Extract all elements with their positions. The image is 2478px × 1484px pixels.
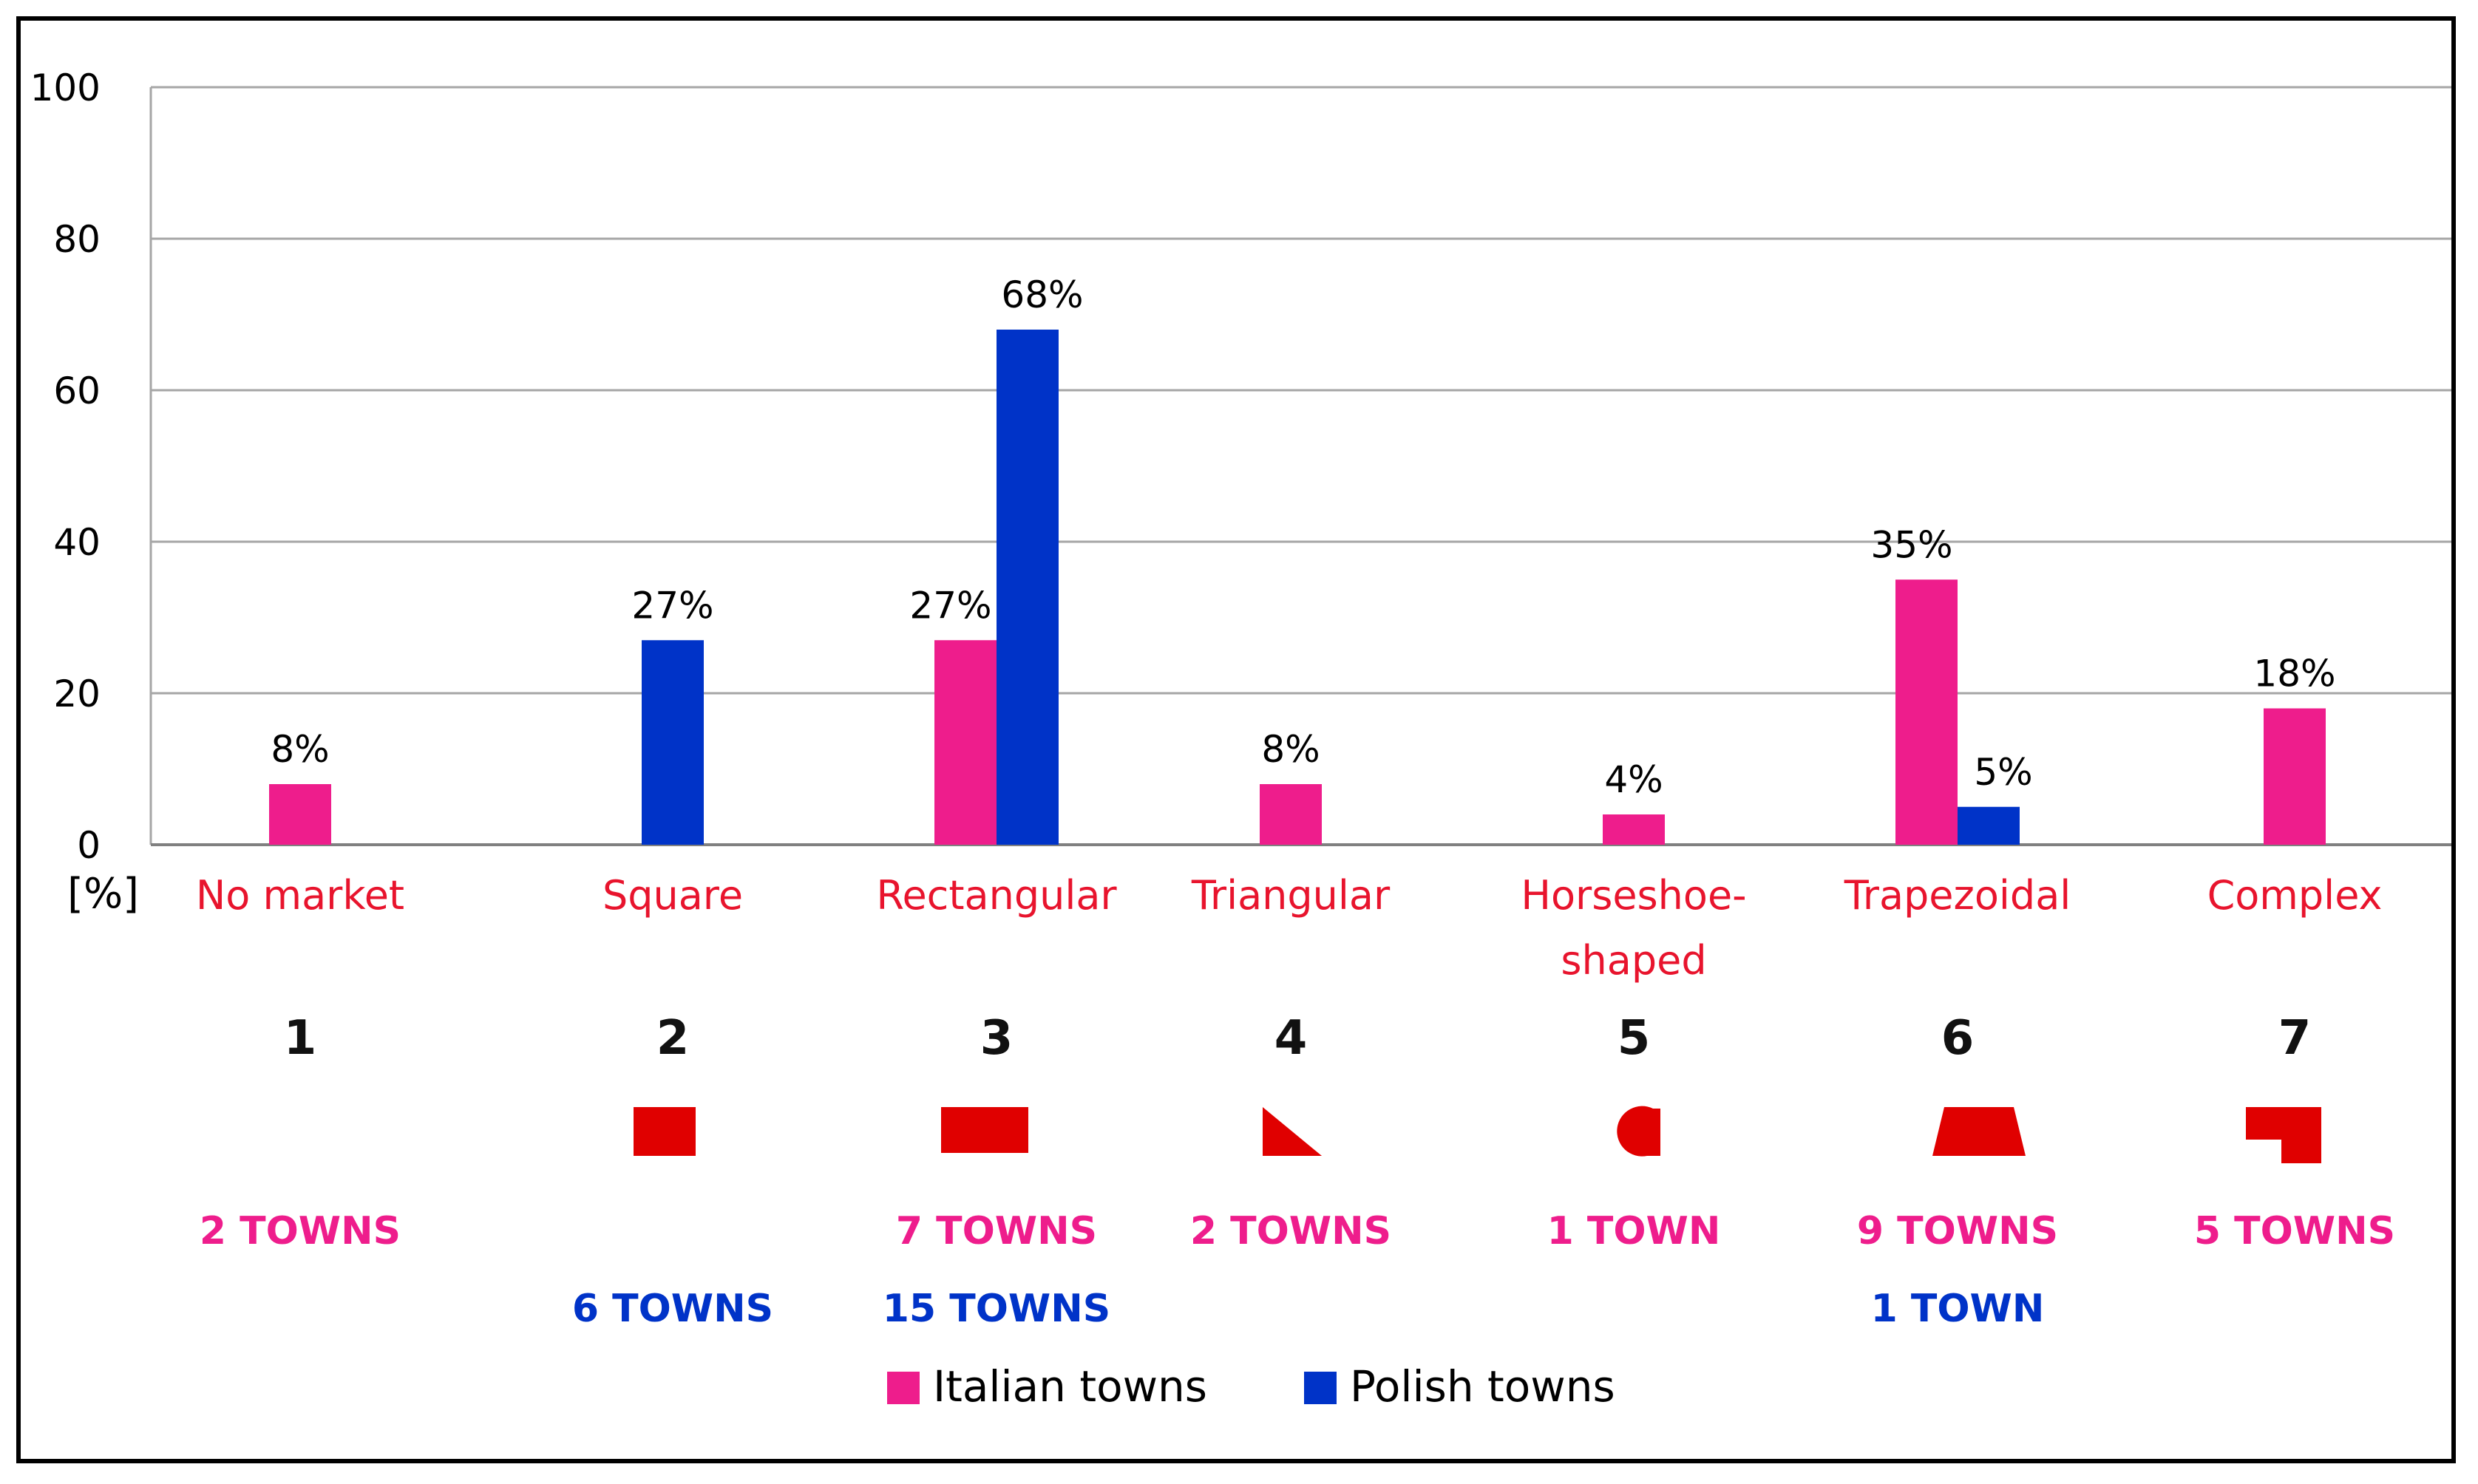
horseshoe-icon — [1617, 1106, 1660, 1157]
category-label: Square — [602, 872, 743, 919]
y-tick-label: 80 — [53, 218, 101, 261]
town-count-italian: 7 TOWNS — [896, 1209, 1097, 1253]
category-label: Rectangular — [876, 872, 1117, 919]
bar-polish-towns — [642, 640, 704, 845]
data-label-italian: 18% — [2253, 653, 2335, 695]
data-label-italian: 27% — [909, 584, 991, 627]
legend-label-italian: Italian towns — [933, 1361, 1207, 1412]
category-number: 2 — [656, 1011, 690, 1066]
category-number: 5 — [1618, 1011, 1651, 1066]
data-label-polish: 5% — [1974, 751, 2032, 794]
data-label-italian: 4% — [1604, 758, 1663, 801]
square-icon — [634, 1107, 696, 1156]
town-count-polish: 15 TOWNS — [883, 1287, 1110, 1331]
category-number: 1 — [284, 1011, 317, 1066]
category-label: Complex — [2207, 872, 2383, 919]
y-tick-label: 20 — [53, 673, 101, 715]
category-label: Triangular — [1191, 872, 1391, 919]
legend-swatch-italian — [887, 1372, 920, 1404]
bar-italian-towns — [269, 784, 331, 845]
town-count-italian: 9 TOWNS — [1857, 1209, 2058, 1253]
y-tick-label: 100 — [30, 67, 101, 109]
data-label-italian: 8% — [271, 728, 329, 771]
y-tick-label: 40 — [53, 521, 101, 564]
data-label-polish: 27% — [631, 584, 713, 627]
legend-swatch-polish — [1304, 1372, 1337, 1404]
bar-italian-towns — [1895, 579, 1958, 845]
town-count-italian: 2 TOWNS — [1190, 1209, 1391, 1253]
town-count-italian: 5 TOWNS — [2194, 1209, 2395, 1253]
bar-polish-towns — [997, 330, 1059, 845]
triangle-icon — [1263, 1107, 1322, 1156]
category-label: No market — [196, 872, 404, 919]
complex-shape-icon — [2246, 1107, 2321, 1163]
market-shape-chart: 0 20 40 60 80 100 [%] 8% No market 1 2 TOWNS 27% Squ… — [30, 67, 2451, 1412]
town-count-polish: 1 TOWN — [1871, 1287, 2045, 1331]
town-count-italian: 1 TOWN — [1547, 1209, 1721, 1253]
legend-label-polish: Polish towns — [1350, 1361, 1615, 1412]
category-number: 3 — [980, 1011, 1014, 1066]
category-label: Trapezoidal — [1844, 872, 2071, 919]
category-number: 4 — [1274, 1011, 1308, 1066]
bar-polish-towns — [1958, 806, 2020, 845]
trapezoid-icon — [1932, 1107, 2026, 1156]
bar-italian-towns — [934, 640, 997, 845]
data-label-italian: 8% — [1261, 728, 1320, 771]
rectangle-icon — [941, 1107, 1028, 1153]
chart-frame: 0 20 40 60 80 100 [%] 8% No market 1 2 TOWNS 27% Squ… — [16, 16, 2456, 1463]
y-tick-label: 0 — [77, 824, 101, 867]
y-tick-label: 60 — [53, 370, 101, 412]
data-label-polish: 68% — [1001, 273, 1083, 316]
bar-italian-towns — [1260, 784, 1322, 845]
town-count-italian: 2 TOWNS — [200, 1209, 401, 1253]
data-label-italian: 35% — [1870, 523, 1952, 566]
category-number: 6 — [1941, 1011, 1975, 1066]
town-count-polish: 6 TOWNS — [572, 1287, 773, 1331]
bar-italian-towns — [1603, 814, 1665, 845]
category-label: Horseshoe-shaped — [1521, 872, 1746, 984]
bar-italian-towns — [2264, 708, 2326, 845]
y-axis-unit-label: [%] — [67, 870, 139, 918]
category-number: 7 — [2278, 1011, 2312, 1066]
